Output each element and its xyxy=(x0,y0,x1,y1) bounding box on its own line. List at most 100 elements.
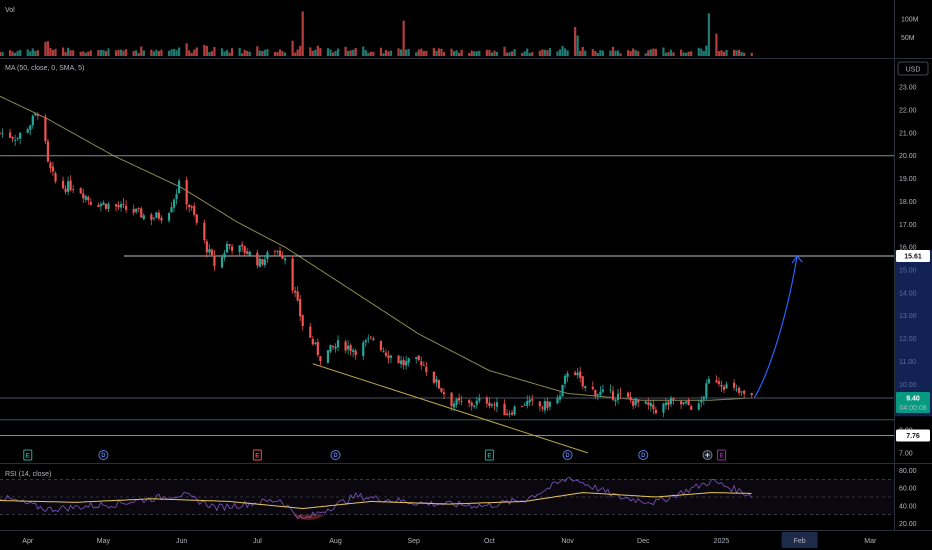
volume-pane-title[interactable]: Vol xyxy=(5,7,15,14)
candle-body xyxy=(644,401,647,404)
candle-body xyxy=(548,401,552,407)
arrow-curve[interactable] xyxy=(753,255,798,399)
price-pane-title[interactable]: MA (50, close, 0, SMA, 5) xyxy=(5,65,84,72)
currency-badge[interactable]: USD xyxy=(906,67,921,74)
time-tick-label[interactable]: Sep xyxy=(407,538,420,545)
volume-tick-label[interactable]: 50M xyxy=(901,35,915,42)
dividend-marker-label[interactable]: D xyxy=(101,453,106,459)
time-axis-ticks[interactable]: Apr May Jun Jul Aug Sep Oct Nov Dec 2025 Feb Mar xyxy=(22,532,877,548)
trendline-segment[interactable] xyxy=(312,363,588,454)
candle-body xyxy=(680,401,683,405)
volume-bar xyxy=(601,50,605,56)
dividend-marker-label[interactable]: D xyxy=(641,453,646,459)
earnings-marker-label[interactable]: E xyxy=(255,453,259,459)
candle-body xyxy=(140,208,143,218)
candle-body xyxy=(690,406,693,410)
price-tick-label[interactable]: 23.00 xyxy=(899,85,917,92)
dividend-marker[interactable] xyxy=(98,450,109,460)
rsi-tick-label[interactable]: 80.00 xyxy=(899,468,917,475)
candle-body xyxy=(152,217,155,219)
candle-body xyxy=(422,365,425,366)
volume-bar xyxy=(278,49,282,56)
price-tick-label[interactable]: 19.00 xyxy=(899,176,917,183)
candle-body xyxy=(682,402,685,404)
dividend-marker[interactable] xyxy=(562,450,573,460)
volume-bar xyxy=(51,50,55,56)
arrow-head[interactable] xyxy=(791,255,803,264)
candle-body xyxy=(89,201,92,205)
dividend-marker[interactable] xyxy=(638,450,649,460)
volume-bar xyxy=(326,48,330,56)
rsi-tick-label[interactable]: 20.00 xyxy=(899,521,917,528)
time-tick-label[interactable]: 2025 xyxy=(714,538,730,545)
dividend-marker-label[interactable]: D xyxy=(565,453,570,459)
candle-body xyxy=(697,403,700,410)
time-tick-label[interactable]: Jun xyxy=(176,538,187,545)
projection-arrow[interactable] xyxy=(753,255,803,399)
candle-body xyxy=(442,392,446,395)
rsi-tick-label[interactable]: 40.00 xyxy=(899,503,917,510)
candle-body xyxy=(185,180,188,205)
volume-bar xyxy=(596,52,599,56)
currency-badge-box[interactable] xyxy=(897,61,929,76)
candle-body xyxy=(579,371,582,378)
candle-body xyxy=(738,387,741,393)
price-tick-label[interactable]: 7.00 xyxy=(899,450,913,457)
volume-bar xyxy=(319,48,322,56)
time-tick-label[interactable]: Dec xyxy=(637,538,650,545)
candle-body xyxy=(246,251,249,254)
price-tick-label[interactable]: 22.00 xyxy=(899,108,917,115)
descending-trendline[interactable] xyxy=(312,363,588,454)
candle-body xyxy=(309,326,312,338)
time-tick-label[interactable]: Jul xyxy=(253,538,262,545)
plus-icon[interactable] xyxy=(705,452,710,458)
price-tick-label[interactable]: 18.00 xyxy=(899,199,917,206)
price-tick-label[interactable]: 17.00 xyxy=(899,222,917,229)
volume-bar xyxy=(132,50,135,56)
earnings-marker-label[interactable]: E xyxy=(487,453,491,459)
time-range-highlight[interactable] xyxy=(781,532,818,548)
earnings-marker[interactable] xyxy=(23,449,33,461)
horizontal-levels[interactable] xyxy=(0,155,894,436)
earnings-marker-label[interactable]: E xyxy=(26,453,30,459)
volume-bar xyxy=(8,50,12,56)
price-tick-label[interactable]: 20.00 xyxy=(899,153,917,160)
candle-body xyxy=(193,206,196,215)
time-tick-label[interactable]: Oct xyxy=(484,538,495,545)
volume-bar xyxy=(36,50,39,56)
volume-tick-label[interactable]: 100M xyxy=(901,16,919,23)
price-tick-label[interactable]: 16.00 xyxy=(899,245,917,252)
rsi-tick-label[interactable]: 60.00 xyxy=(899,486,917,493)
candle-body xyxy=(399,360,403,365)
earnings-marker[interactable] xyxy=(252,449,262,461)
volume-bar xyxy=(654,48,657,56)
rsi-pane-title[interactable]: RSI (14, close) xyxy=(5,471,51,478)
volume-bar xyxy=(440,48,443,56)
time-tick-label[interactable]: Aug xyxy=(329,538,342,545)
time-tick-label[interactable]: May xyxy=(97,538,111,545)
volume-bar xyxy=(576,35,579,56)
candle-body xyxy=(654,409,657,414)
time-tick-label[interactable]: Apr xyxy=(22,538,34,545)
dividend-marker[interactable] xyxy=(330,450,341,460)
candle-body xyxy=(104,204,108,209)
time-tick-label[interactable]: Feb xyxy=(794,538,806,545)
volume-bar xyxy=(190,53,193,56)
candle-body xyxy=(64,188,67,192)
candle-body xyxy=(99,203,103,207)
dividend-marker-label[interactable]: D xyxy=(333,453,338,459)
time-tick-label[interactable]: Mar xyxy=(864,538,877,545)
candle-body xyxy=(513,406,516,415)
earnings-marker-label[interactable]: E xyxy=(719,453,723,459)
earnings-marker[interactable] xyxy=(716,449,726,461)
volume-bar xyxy=(526,48,529,56)
candle-body xyxy=(225,243,229,253)
volume-bar xyxy=(258,50,261,56)
price-tick-label[interactable]: 21.00 xyxy=(899,130,917,137)
earnings-marker[interactable] xyxy=(484,449,494,461)
candle-body xyxy=(326,350,330,363)
candle-body xyxy=(614,399,617,402)
time-tick-label[interactable]: Nov xyxy=(561,538,574,545)
volume-bar xyxy=(705,45,708,56)
